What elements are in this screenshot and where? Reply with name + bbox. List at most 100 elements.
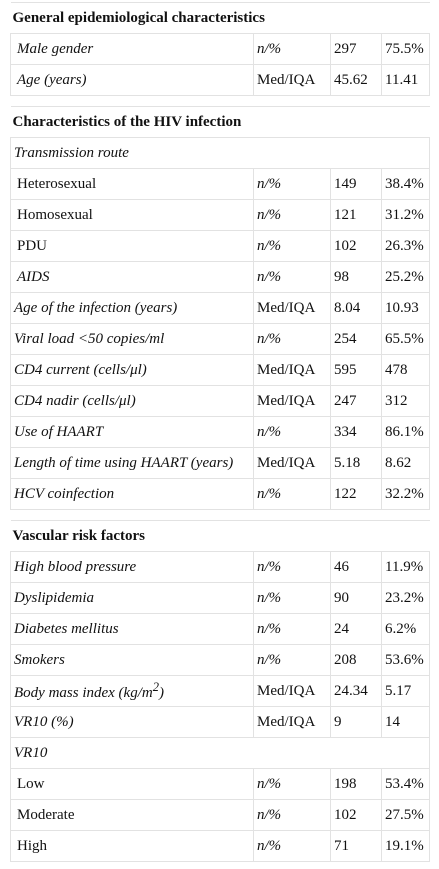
value-cell: 8.62 xyxy=(381,447,430,479)
statistic: n/% xyxy=(253,230,331,262)
label-text: AIDS xyxy=(17,268,50,285)
label-text: Smokers xyxy=(14,651,65,668)
row-label: Homosexual xyxy=(10,199,254,231)
statistic: Med/IQA xyxy=(253,64,331,96)
value-cell: 14 xyxy=(381,706,430,738)
label-text: High xyxy=(17,837,47,854)
row-label: VR10 (%) xyxy=(10,706,254,738)
value-cell: 334 xyxy=(330,416,382,448)
row-label: Dyslipidemia xyxy=(10,582,254,614)
table-row: Use of HAART n/% 334 86.1% xyxy=(10,416,430,448)
table-row: High blood pressure n/% 46 11.9% xyxy=(10,551,430,583)
value-cell: 98 xyxy=(330,261,382,293)
statistic: n/% xyxy=(253,478,331,510)
statistic: Med/IQA xyxy=(253,385,331,417)
statistic: n/% xyxy=(253,261,331,293)
row-label: Diabetes mellitus xyxy=(10,613,254,645)
value-cell: 27.5% xyxy=(381,799,430,831)
statistic: n/% xyxy=(253,33,331,65)
label-text: VR10 (%) xyxy=(14,713,74,730)
row-label: VR10 xyxy=(10,737,430,769)
value-cell: 45.62 xyxy=(330,64,382,96)
table-row: Moderate n/% 102 27.5% xyxy=(10,799,430,831)
value-cell: 121 xyxy=(330,199,382,231)
row-label: HCV coinfection xyxy=(10,478,254,510)
value-cell: 5.18 xyxy=(330,447,382,479)
statistic: n/% xyxy=(253,799,331,831)
label-text: Body mass index (kg/m xyxy=(14,685,153,701)
value-cell: 208 xyxy=(330,644,382,676)
statistic: n/% xyxy=(253,582,331,614)
section-row: Characteristics of the HIV infection xyxy=(10,106,430,138)
table-row: Male gender n/% 297 75.5% xyxy=(10,33,430,65)
row-label: Smokers xyxy=(10,644,254,676)
statistic: n/% xyxy=(253,199,331,231)
value-cell: 5.17 xyxy=(381,675,430,707)
value-cell: 24.34 xyxy=(330,675,382,707)
table-row: VR10 xyxy=(10,737,430,769)
value-cell: 198 xyxy=(330,768,382,800)
row-label: PDU xyxy=(10,230,254,262)
label-text: CD4 nadir (cells/μl) xyxy=(14,392,136,409)
row-label: Viral load <50 copies/ml xyxy=(10,323,254,355)
label-text: Use of HAART xyxy=(14,423,104,440)
row-label: AIDS xyxy=(10,261,254,293)
table-row: Transmission route xyxy=(10,137,430,169)
label-text: Age of the infection (years) xyxy=(14,299,178,316)
value-cell: 595 xyxy=(330,354,382,386)
value-cell: 11.41 xyxy=(381,64,430,96)
label-text: Dyslipidemia xyxy=(14,589,94,606)
statistic: n/% xyxy=(253,416,331,448)
value-cell: 102 xyxy=(330,230,382,262)
label-text: HCV coinfection xyxy=(14,485,115,502)
value-cell: 71 xyxy=(330,830,382,862)
label-text: VR10 xyxy=(14,744,48,761)
row-label: High xyxy=(10,830,254,862)
value-cell: 478 xyxy=(381,354,430,386)
value-cell: 122 xyxy=(330,478,382,510)
label-text: High blood pressure xyxy=(14,558,137,575)
statistic: Med/IQA xyxy=(253,675,331,707)
label-text: Homosexual xyxy=(17,206,93,223)
row-label: Low xyxy=(10,768,254,800)
value-cell: 254 xyxy=(330,323,382,355)
statistic: n/% xyxy=(253,613,331,645)
row-label: CD4 nadir (cells/μl) xyxy=(10,385,254,417)
characteristics-table: General epidemiological characteristics M… xyxy=(10,2,430,862)
section-row: General epidemiological characteristics xyxy=(10,2,430,34)
label-text: Low xyxy=(17,775,45,792)
value-cell: 8.04 xyxy=(330,292,382,324)
table-row: Low n/% 198 53.4% xyxy=(10,768,430,800)
table-row: Diabetes mellitus n/% 24 6.2% xyxy=(10,613,430,645)
statistic: Med/IQA xyxy=(253,447,331,479)
value-cell: 6.2% xyxy=(381,613,430,645)
table-row: CD4 nadir (cells/μl) Med/IQA 247 312 xyxy=(10,385,430,417)
value-cell: 24 xyxy=(330,613,382,645)
value-cell: 247 xyxy=(330,385,382,417)
value-cell: 46 xyxy=(330,551,382,583)
table-row: Viral load <50 copies/ml n/% 254 65.5% xyxy=(10,323,430,355)
value-cell: 26.3% xyxy=(381,230,430,262)
statistic: n/% xyxy=(253,830,331,862)
value-cell: 31.2% xyxy=(381,199,430,231)
row-label: Length of time using HAART (years) xyxy=(10,447,254,479)
value-cell: 75.5% xyxy=(381,33,430,65)
table-row: Dyslipidemia n/% 90 23.2% xyxy=(10,582,430,614)
value-cell: 25.2% xyxy=(381,261,430,293)
label-text: Heterosexual xyxy=(17,175,97,192)
row-label: Heterosexual xyxy=(10,168,254,200)
table-row: Homosexual n/% 121 31.2% xyxy=(10,199,430,231)
table-row: HCV coinfection n/% 122 32.2% xyxy=(10,478,430,510)
value-cell: 149 xyxy=(330,168,382,200)
row-label: Age (years) xyxy=(10,64,254,96)
statistic: n/% xyxy=(253,168,331,200)
label-text-end: ) xyxy=(158,685,164,701)
table-row: Age (years) Med/IQA 45.62 11.41 xyxy=(10,64,430,96)
table-row: AIDS n/% 98 25.2% xyxy=(10,261,430,293)
table-row: Age of the infection (years) Med/IQA 8.04 1… xyxy=(10,292,430,324)
table-row: VR10 (%) Med/IQA 9 14 xyxy=(10,706,430,738)
value-cell: 65.5% xyxy=(381,323,430,355)
value-cell: 23.2% xyxy=(381,582,430,614)
label-text: Length of time using HAART (years) xyxy=(14,454,234,471)
